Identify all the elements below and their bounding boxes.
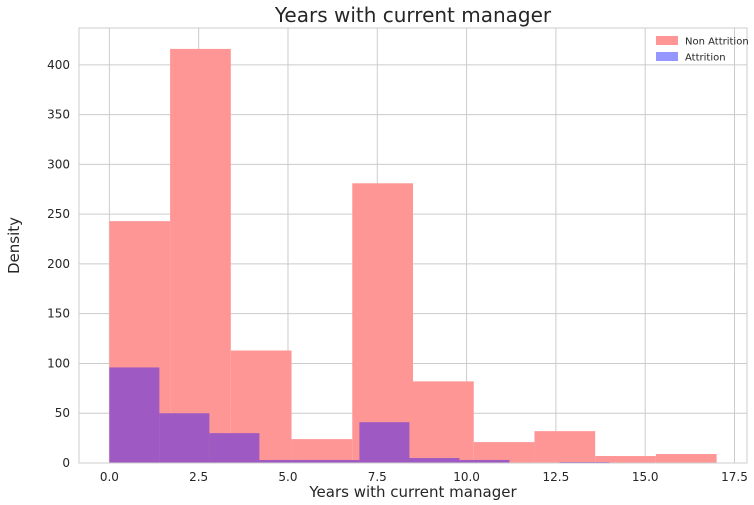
y-tick-label: 350 [47, 108, 70, 122]
y-tick-label: 50 [55, 406, 70, 420]
x-tick-label: 2.5 [189, 470, 208, 484]
series-attrition [109, 367, 610, 463]
y-tick-label: 200 [47, 257, 70, 271]
y-tick-label: 0 [62, 456, 70, 470]
y-tick-label: 250 [47, 207, 70, 221]
legend-label-0: Non Attrition [685, 37, 749, 48]
y-tick-label: 300 [47, 157, 70, 171]
x-axis-label: Years with current manager [308, 483, 517, 501]
y-axis-label: Density [5, 217, 23, 274]
bar-0-5 [413, 381, 474, 463]
bar-1-6 [409, 458, 460, 463]
bar-0-4 [352, 183, 413, 463]
bar-0-7 [534, 431, 596, 463]
bar-0-8 [595, 456, 656, 463]
legend-swatch-1 [656, 52, 678, 61]
y-tick-label: 400 [47, 58, 70, 72]
x-tick-label: 12.5 [543, 470, 570, 484]
x-tick-label: 17.5 [721, 470, 748, 484]
bar-0-1 [170, 48, 231, 463]
bar-0-9 [655, 454, 717, 463]
legend-label-1: Attrition [685, 53, 726, 64]
chart-title: Years with current manager [274, 3, 552, 27]
plot-frame [78, 27, 748, 464]
bar-1-3 [259, 460, 310, 463]
y-tick-label: 100 [47, 356, 70, 370]
bars [109, 48, 717, 463]
series-non-attrition [109, 48, 717, 463]
legend-swatch-0 [656, 36, 678, 45]
legend: Non Attrition Attrition [656, 36, 749, 64]
bar-1-5 [359, 422, 410, 463]
bar-0-6 [473, 442, 535, 463]
bar-1-0 [109, 367, 160, 463]
x-tick-label: 0.0 [100, 470, 119, 484]
x-tick-label: 7.5 [368, 470, 387, 484]
x-tick-label: 15.0 [632, 470, 659, 484]
x-tick-label: 10.0 [453, 470, 480, 484]
y-tick-label: 150 [47, 307, 70, 321]
x-tick-labels: 0.0 2.5 5.0 7.5 10.0 12.5 15.0 17.5 [100, 470, 748, 484]
bar-1-1 [159, 413, 210, 463]
y-tick-labels: 0 50 100 150 200 250 300 350 400 [47, 58, 70, 470]
bar-1-2 [209, 433, 260, 463]
bar-1-7 [459, 460, 510, 463]
x-tick-label: 5.0 [278, 470, 297, 484]
bar-0-3 [291, 439, 353, 463]
bar-1-4 [309, 460, 360, 463]
